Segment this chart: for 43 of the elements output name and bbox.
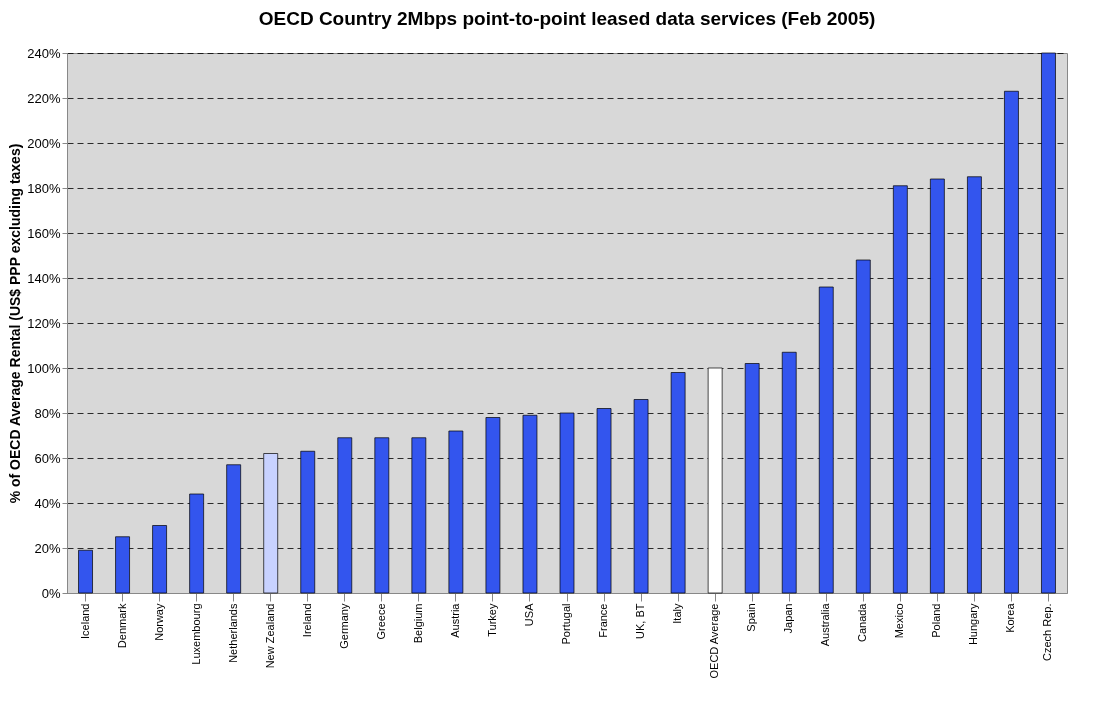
x-tick-label: Belgium [411,603,424,644]
x-tick-label: Netherlands [226,603,239,663]
y-tick-label: 120% [27,315,61,331]
x-tick-label: Greece [374,603,387,640]
x-tick-label: Spain [745,603,758,632]
y-tick-label: 200% [27,135,61,151]
x-tick-label: Poland [930,603,943,638]
y-tick-label: 240% [27,45,61,61]
x-tick-label: Australia [819,602,832,647]
x-tick-label: Norway [152,603,165,641]
x-tick-label: Czech Rep. [1041,603,1054,661]
y-tick-label: 160% [27,225,61,241]
y-tick-label: 180% [27,180,61,196]
x-tick-label: OECD Average [708,603,721,679]
x-tick-label: Italy [671,603,684,624]
y-tick-label: 60% [34,450,61,466]
x-tick-label: Denmark [115,603,128,649]
chart-title: OECD Country 2Mbps point-to-point leased data services (Feb 2005) [258,8,876,29]
x-tick-label: Turkey [485,603,498,637]
x-tick-label: Luxembourg [189,603,202,665]
x-tick-label: Hungary [967,603,980,646]
x-tick-label: USA [522,602,535,627]
x-tick-label: Austria [448,602,461,638]
x-tick-label: Germany [337,603,350,649]
x-tick-label: France [597,603,610,638]
x-tick-label: New Zealand [263,603,276,669]
y-tick-label: 40% [34,495,61,511]
x-tick-label: UK, BT [634,603,647,639]
x-tick-label: Mexico [893,603,906,639]
x-tick-label: Portugal [560,603,572,645]
x-tick-label: Japan [782,603,795,634]
y-tick-label: 140% [27,270,61,286]
x-tick-label: Korea [1004,602,1017,633]
y-tick-label: 80% [34,405,61,421]
y-tick-label: 20% [34,540,61,556]
bar [448,430,464,594]
x-tick-label: Canada [856,602,869,643]
x-tick-label: Ireland [300,603,313,638]
y-tick-label: 0% [41,585,61,601]
y-tick-label: 100% [27,360,61,376]
x-tick-label: Iceland [78,603,91,639]
y-axis-title: % of OECD Average Rental (US$ PPP excluding taxes) [7,143,24,504]
y-tick-label: 220% [27,90,61,106]
